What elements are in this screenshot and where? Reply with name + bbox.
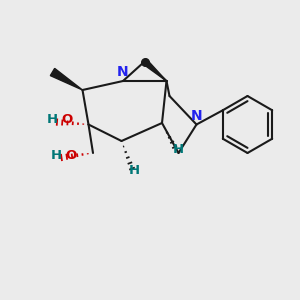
Polygon shape [50,68,82,90]
Text: H: H [128,164,140,178]
Text: H: H [173,143,184,156]
Polygon shape [142,59,167,81]
Text: H: H [51,149,62,162]
Text: N: N [117,65,128,79]
Text: O: O [66,149,77,162]
Text: O: O [61,112,73,126]
Text: N: N [191,109,202,122]
Text: H: H [46,112,58,126]
